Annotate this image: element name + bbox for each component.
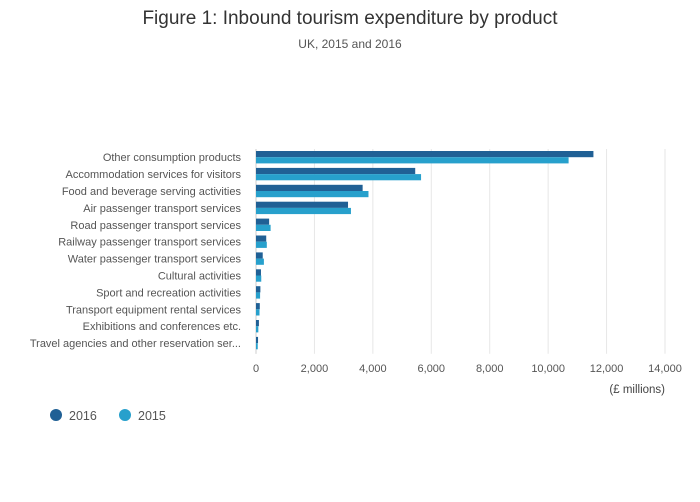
category-label: Travel agencies and other reservation se… bbox=[30, 338, 241, 350]
category-label: Air passenger transport services bbox=[83, 203, 241, 215]
legend-marker-2015 bbox=[119, 409, 131, 421]
legend: 2016 2015 bbox=[50, 409, 166, 423]
bar-2015-2 bbox=[256, 191, 369, 198]
bar-2015-1 bbox=[256, 174, 422, 181]
bar-2016-1 bbox=[256, 167, 416, 175]
bar-2016-2 bbox=[256, 184, 363, 191]
category-label: Railway passenger transport services bbox=[58, 237, 241, 249]
category-label: Road passenger transport services bbox=[70, 220, 241, 232]
x-tick-label: 6,000 bbox=[418, 363, 446, 375]
legend-marker-2016 bbox=[50, 409, 62, 421]
chart-subtitle: UK, 2015 and 2016 bbox=[298, 37, 402, 51]
gridlines bbox=[255, 149, 666, 354]
bar-2016-5 bbox=[256, 235, 267, 242]
bar-2016-7 bbox=[256, 269, 261, 276]
x-tick-label: 4,000 bbox=[359, 363, 387, 375]
bar-2015-11 bbox=[256, 343, 258, 350]
x-tick-label: 14,000 bbox=[648, 363, 682, 375]
bar-2015-0 bbox=[256, 157, 569, 164]
category-label: Sport and recreation activities bbox=[96, 287, 241, 299]
bar-2016-8 bbox=[256, 286, 261, 293]
legend-label-2016[interactable]: 2016 bbox=[69, 409, 97, 423]
bar-2016-4 bbox=[256, 218, 270, 225]
x-tick-label: 8,000 bbox=[476, 363, 504, 375]
category-label: Exhibitions and conferences etc. bbox=[83, 321, 241, 333]
category-labels: Other consumption products Accommodation … bbox=[30, 152, 242, 350]
category-label: Accommodation services for visitors bbox=[66, 169, 242, 181]
bar-2016-10 bbox=[256, 320, 259, 327]
legend-label-2015[interactable]: 2015 bbox=[138, 409, 166, 423]
category-label: Transport equipment rental services bbox=[66, 304, 242, 316]
x-axis-ticks: 0 2,000 4,000 6,000 8,000 10,000 12,000 14,000 bbox=[253, 363, 682, 375]
bar-2016-11 bbox=[256, 336, 259, 344]
x-tick-label: 2,000 bbox=[301, 363, 329, 375]
x-axis-title: (£ millions) bbox=[609, 384, 665, 396]
category-label: Other consumption products bbox=[103, 152, 242, 164]
category-label: Food and beverage serving activities bbox=[62, 186, 242, 198]
bar-2016-3 bbox=[256, 201, 349, 208]
bar-2015-5 bbox=[256, 241, 267, 248]
bar-2016-0 bbox=[256, 151, 594, 158]
chart-title: Figure 1: Inbound tourism expenditure by… bbox=[142, 8, 558, 29]
bar-2015-6 bbox=[256, 258, 264, 265]
bar-2016-9 bbox=[256, 303, 260, 310]
bars bbox=[256, 151, 594, 350]
bar-2015-9 bbox=[256, 309, 260, 316]
x-tick-label: 12,000 bbox=[590, 363, 624, 375]
category-label: Water passenger transport services bbox=[68, 254, 242, 266]
x-tick-label: 0 bbox=[253, 363, 259, 375]
bar-2015-8 bbox=[256, 292, 261, 299]
x-tick-label: 10,000 bbox=[531, 363, 565, 375]
bar-2015-4 bbox=[256, 224, 271, 231]
category-label: Cultural activities bbox=[158, 271, 242, 283]
bar-2015-10 bbox=[256, 326, 259, 333]
bar-2016-6 bbox=[256, 252, 263, 259]
bar-2015-7 bbox=[256, 275, 262, 282]
bar-2015-3 bbox=[256, 207, 351, 215]
